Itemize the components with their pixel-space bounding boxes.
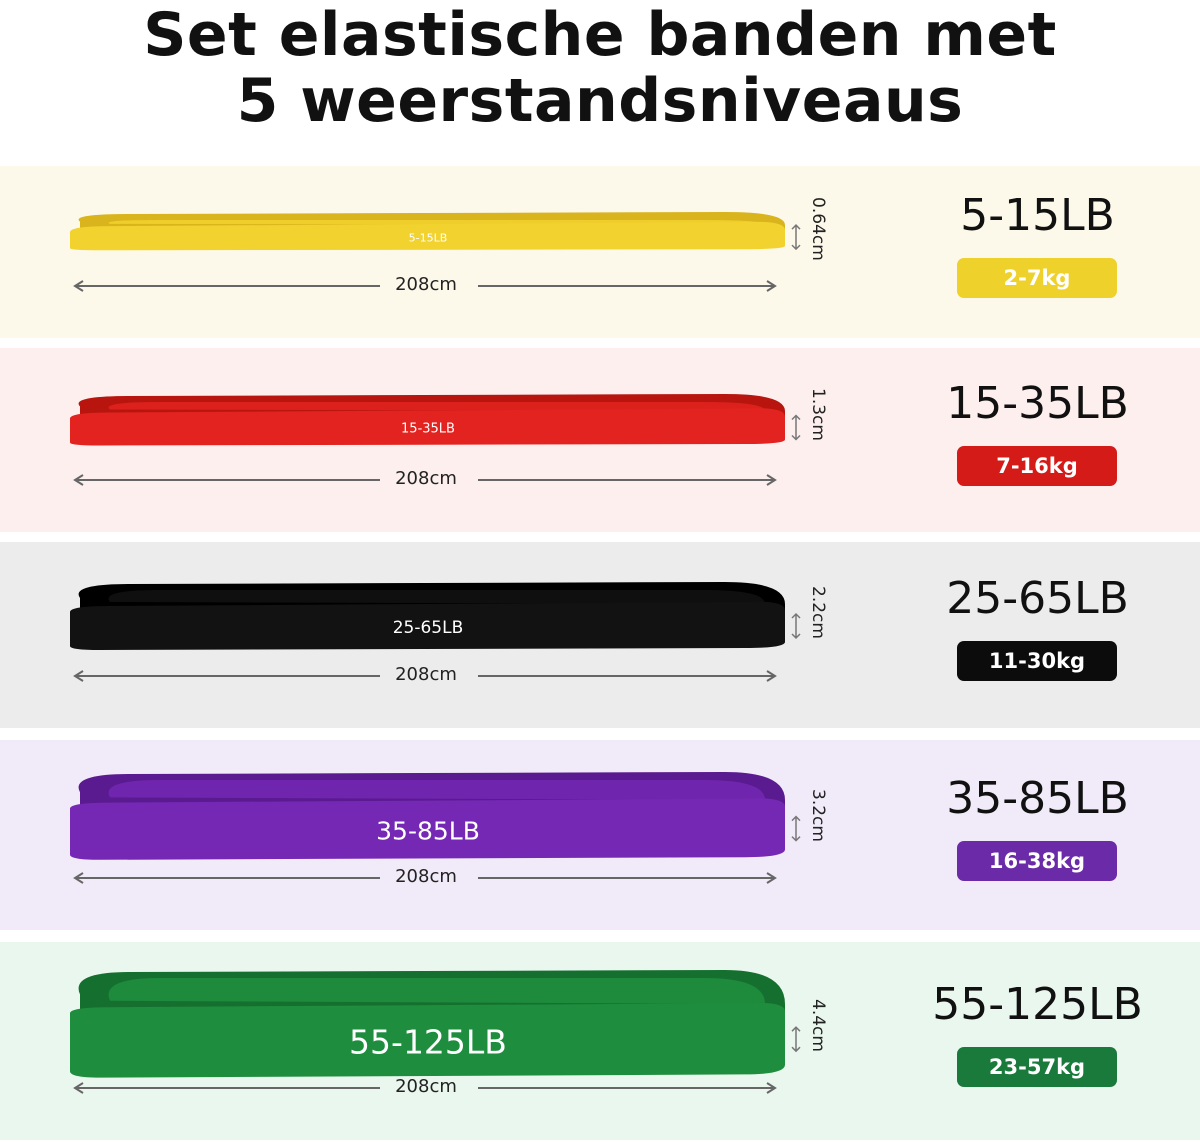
thickness-label: 3.2cm: [808, 788, 828, 842]
thickness-arrow-icon: [791, 815, 801, 842]
thickness-label: 1.3cm: [808, 387, 828, 441]
resistance-band-image: [70, 394, 801, 486]
resistance-band-image: [70, 772, 801, 884]
arrow-head-icon: [766, 280, 777, 292]
resistance-kg-badge: 11-30kg: [957, 641, 1117, 681]
band-printed-label: 15-35LB: [401, 421, 455, 437]
arrow-head-icon: [73, 670, 84, 682]
resistance-kg-badge: 23-57kg: [957, 1047, 1117, 1087]
resistance-kg-badge: 16-38kg: [957, 841, 1117, 881]
band-row: 15-35LB 208cm 1.3cm 15-35LB 7-16kg: [0, 348, 1200, 532]
arrow-head-icon: [73, 474, 84, 486]
band-row: 25-65LB 208cm 2.2cm 25-65LB 11-30kg: [0, 542, 1200, 728]
band-front-strip: [70, 408, 785, 446]
band-front-strip: [70, 798, 785, 860]
resistance-lb: 55-125LB: [932, 979, 1143, 1030]
length-label: 208cm: [395, 468, 457, 489]
band-printed-label: 55-125LB: [349, 1022, 507, 1062]
resistance-band-image: [70, 970, 801, 1094]
band-inner-layer: [108, 780, 766, 800]
length-label: 208cm: [395, 1076, 457, 1097]
arrow-head-icon: [73, 1082, 84, 1094]
thickness-arrow-icon: [791, 414, 801, 441]
band-row: 5-15LB 208cm 0.64cm 5-15LB 2-7kg: [0, 166, 1200, 338]
resistance-band-image: [70, 582, 801, 682]
thickness-label: 4.4cm: [808, 999, 828, 1053]
thickness-arrow-icon: [791, 224, 801, 251]
arrow-head-icon: [766, 474, 777, 486]
band-front-strip: [70, 221, 785, 251]
arrow-head-icon: [766, 670, 777, 682]
band-row: 55-125LB 208cm 4.4cm 55-125LB 23-57kg: [0, 942, 1200, 1140]
band-printed-label: 35-85LB: [376, 816, 480, 846]
resistance-lb: 25-65LB: [946, 573, 1129, 624]
resistance-kg-badge: 7-16kg: [957, 446, 1117, 486]
arrow-head-icon: [766, 1082, 777, 1094]
band-front-strip: [70, 1002, 785, 1078]
thickness-arrow-icon: [791, 612, 801, 640]
resistance-lb: 15-35LB: [946, 378, 1129, 429]
band-row: 35-85LB 208cm 3.2cm 35-85LB 16-38kg: [0, 740, 1200, 930]
arrow-head-icon: [73, 280, 84, 292]
band-printed-label: 25-65LB: [392, 618, 464, 638]
thickness-arrow-icon: [791, 1026, 801, 1053]
title-line-1: Set elastische banden met: [143, 0, 1057, 70]
thickness-label: 0.64cm: [808, 197, 828, 261]
resistance-lb: 35-85LB: [946, 773, 1129, 824]
thickness-label: 2.2cm: [808, 586, 828, 639]
length-label: 208cm: [395, 866, 457, 887]
resistance-kg-badge: 2-7kg: [957, 258, 1117, 298]
length-label: 208cm: [395, 274, 457, 295]
arrow-head-icon: [73, 872, 84, 884]
resistance-band-image: [70, 212, 801, 292]
title-line-2: 5 weerstandsniveaus: [236, 66, 964, 136]
resistance-lb: 5-15LB: [960, 190, 1115, 241]
band-inner-layer: [108, 978, 766, 1004]
band-printed-label: 5-15LB: [408, 231, 448, 245]
band-inner-layer: [108, 402, 766, 411]
band-inner-layer: [108, 590, 766, 604]
band-front-strip: [70, 601, 785, 650]
length-label: 208cm: [395, 664, 457, 685]
arrow-head-icon: [766, 872, 777, 884]
